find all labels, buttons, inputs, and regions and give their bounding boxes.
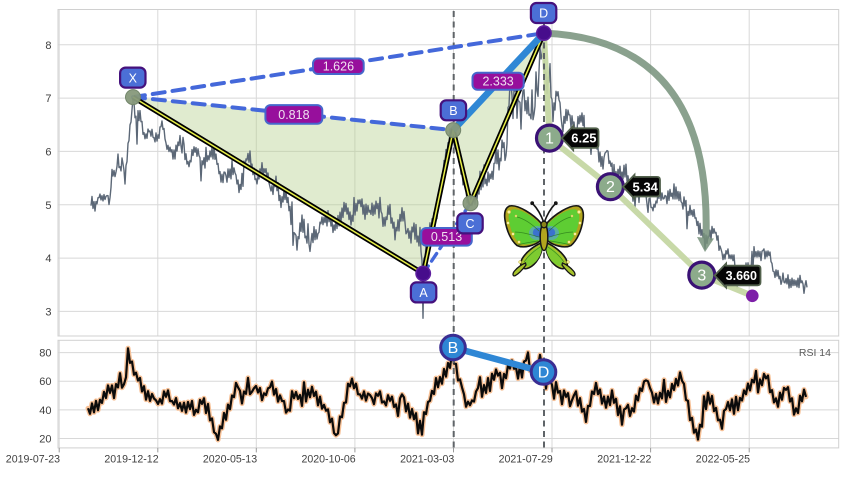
svg-text:D: D [539,7,548,21]
svg-text:60: 60 [39,376,51,388]
svg-text:3.660: 3.660 [726,269,757,283]
svg-text:5: 5 [45,200,51,212]
svg-text:5.34: 5.34 [633,179,659,194]
svg-text:B: B [449,104,457,118]
svg-text:3: 3 [45,306,51,318]
svg-text:0.513: 0.513 [431,230,462,244]
svg-text:6.25: 6.25 [571,131,596,146]
svg-text:D: D [538,365,550,382]
svg-text:B: B [448,340,459,357]
svg-text:2: 2 [606,179,615,196]
svg-text:2021-07-29: 2021-07-29 [499,454,553,466]
svg-text:3: 3 [697,268,706,285]
svg-text:X: X [129,71,138,85]
svg-text:RSI 14: RSI 14 [799,347,831,359]
svg-text:A: A [419,286,428,300]
svg-text:0.818: 0.818 [278,108,309,122]
svg-text:C: C [465,217,474,231]
svg-text:4: 4 [45,253,51,265]
svg-text:2020-05-13: 2020-05-13 [203,454,257,466]
svg-text:7: 7 [45,93,51,105]
svg-text:8: 8 [45,40,51,52]
svg-text:1: 1 [545,131,554,148]
svg-text:2019-12-12: 2019-12-12 [104,454,158,466]
svg-text:2.333: 2.333 [482,75,513,89]
svg-text:20: 20 [39,434,51,446]
svg-text:2021-12-22: 2021-12-22 [597,454,651,466]
svg-text:2019-07-23: 2019-07-23 [6,454,60,466]
svg-text:6: 6 [45,146,51,158]
svg-text:2022-05-25: 2022-05-25 [696,454,750,466]
svg-text:2021-03-03: 2021-03-03 [400,454,454,466]
svg-text:2020-10-06: 2020-10-06 [301,454,355,466]
svg-text:1.626: 1.626 [323,60,354,74]
svg-text:40: 40 [39,405,51,417]
svg-text:80: 80 [39,348,51,360]
